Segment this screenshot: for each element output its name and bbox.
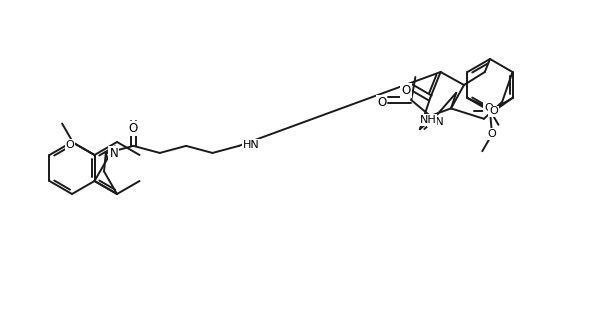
Text: O: O bbox=[65, 140, 75, 150]
Text: NH: NH bbox=[420, 115, 436, 125]
Text: HN: HN bbox=[428, 116, 444, 127]
Text: N: N bbox=[110, 147, 118, 160]
Text: O: O bbox=[484, 103, 493, 113]
Text: HN: HN bbox=[243, 139, 260, 149]
Text: O: O bbox=[488, 129, 496, 139]
Text: O: O bbox=[401, 84, 411, 97]
Text: O: O bbox=[129, 122, 138, 135]
Text: O: O bbox=[489, 106, 498, 116]
Text: O: O bbox=[377, 95, 387, 109]
